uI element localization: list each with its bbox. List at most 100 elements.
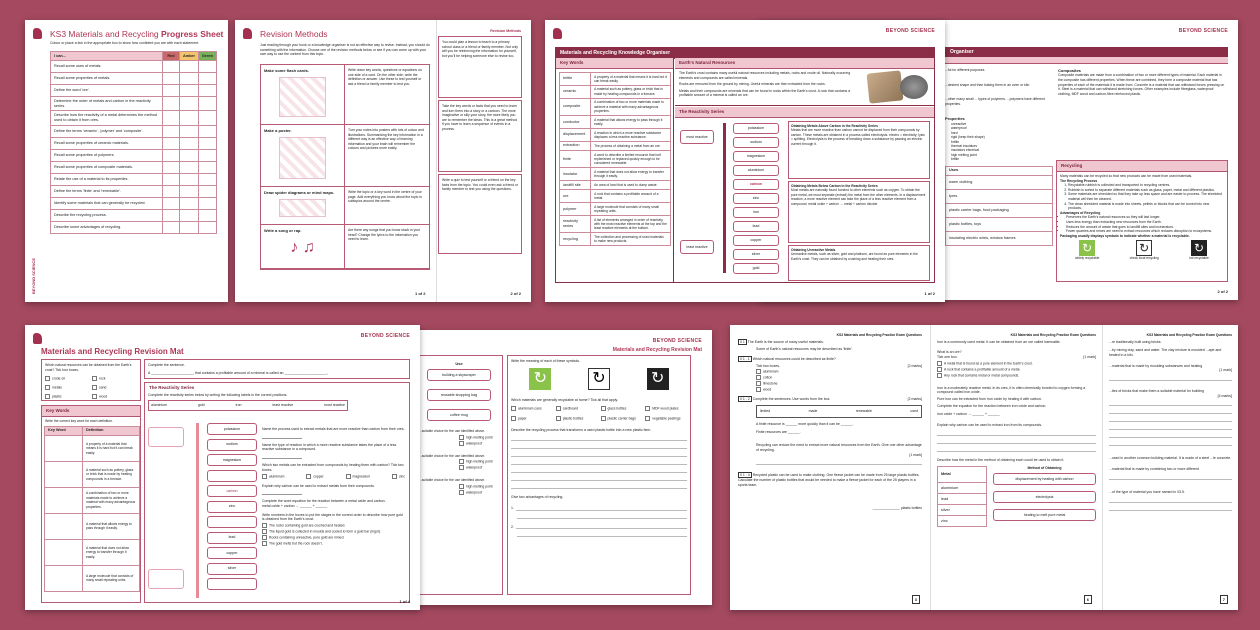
rating-cell[interactable] xyxy=(198,160,217,174)
rating-cell[interactable] xyxy=(161,148,180,162)
table-row: finite A word to describe a limited resou… xyxy=(558,149,671,169)
rating-cell[interactable] xyxy=(161,110,180,126)
checkbox[interactable] xyxy=(645,406,651,412)
rating-cell[interactable] xyxy=(161,172,180,186)
rating-cell[interactable] xyxy=(198,96,217,112)
advantages-title: Advantages of Recycling xyxy=(1060,210,1101,215)
rating-cell[interactable] xyxy=(178,160,200,174)
rating-cell[interactable] xyxy=(161,136,180,150)
checkbox[interactable] xyxy=(600,416,606,422)
checkbox[interactable] xyxy=(459,440,464,446)
checkbox[interactable] xyxy=(600,406,606,412)
checkbox[interactable] xyxy=(459,483,464,489)
rating-cell[interactable] xyxy=(178,110,200,126)
rating-cell[interactable] xyxy=(198,184,217,198)
rating-cell[interactable] xyxy=(178,96,200,112)
rating-cell[interactable] xyxy=(178,196,200,210)
key-word-answer[interactable] xyxy=(44,538,83,566)
checkbox[interactable] xyxy=(391,473,397,479)
rating-cell[interactable] xyxy=(198,208,217,222)
rating-cell[interactable] xyxy=(161,72,180,86)
key-word-answer[interactable] xyxy=(44,512,83,540)
rating-cell[interactable] xyxy=(161,124,180,138)
checkbox[interactable] xyxy=(262,541,267,547)
checkbox[interactable] xyxy=(262,523,267,529)
checkbox[interactable] xyxy=(756,381,761,387)
rating-cell[interactable] xyxy=(178,124,200,138)
sentence-instruction: Complete the sentence. xyxy=(148,363,185,367)
checkbox[interactable] xyxy=(756,375,761,381)
checkbox[interactable] xyxy=(306,473,312,479)
checkbox[interactable] xyxy=(459,459,464,465)
option-label: waterproof xyxy=(466,465,483,470)
checkbox[interactable] xyxy=(262,473,267,479)
page-number: 1 of 2 xyxy=(415,290,426,296)
table-row: plastic carrier bags, food packaging xyxy=(945,202,1053,218)
key-word-answer[interactable] xyxy=(44,434,83,462)
rating-cell[interactable] xyxy=(161,96,180,112)
rating-cell[interactable] xyxy=(198,136,217,150)
rating-cell[interactable] xyxy=(161,196,180,210)
question-text: Name the type of reaction in which a mor… xyxy=(262,442,397,452)
checkbox[interactable] xyxy=(262,535,267,541)
rating-cell[interactable] xyxy=(178,72,200,86)
checkbox[interactable] xyxy=(756,387,761,393)
key-word-answer[interactable] xyxy=(44,564,83,592)
checkbox[interactable] xyxy=(937,366,942,372)
table-row: A material that allows energy to pass th… xyxy=(44,512,140,540)
metal-box[interactable] xyxy=(207,469,257,482)
rating-cell[interactable] xyxy=(161,220,180,234)
answer-box-top[interactable] xyxy=(148,427,184,447)
rating-cell[interactable] xyxy=(198,110,217,126)
checkbox[interactable] xyxy=(756,369,761,375)
key-word-answer[interactable] xyxy=(44,486,83,514)
rating-cell[interactable] xyxy=(178,136,200,150)
rating-cell[interactable] xyxy=(198,172,217,186)
rating-cell[interactable] xyxy=(178,148,200,162)
rating-cell[interactable] xyxy=(198,196,217,210)
checkbox[interactable] xyxy=(345,473,351,479)
rating-cell[interactable] xyxy=(161,208,180,222)
rating-cell[interactable] xyxy=(198,72,217,86)
rating-cell[interactable] xyxy=(198,124,217,138)
properties-title: Properties xyxy=(945,116,965,122)
rating-cell[interactable] xyxy=(161,60,180,74)
checkbox[interactable] xyxy=(645,416,651,422)
checkbox[interactable] xyxy=(92,394,97,400)
checkbox[interactable] xyxy=(45,376,50,382)
checkbox[interactable] xyxy=(937,360,942,366)
checkbox[interactable] xyxy=(937,372,942,378)
rating-cell[interactable] xyxy=(161,184,180,198)
checkbox[interactable] xyxy=(511,416,516,422)
checkbox[interactable] xyxy=(92,376,97,382)
rating-cell[interactable] xyxy=(178,60,200,74)
rating-cell[interactable] xyxy=(178,220,200,234)
answer-box-bottom[interactable] xyxy=(148,569,184,589)
rating-cell[interactable] xyxy=(178,208,200,222)
checkbox[interactable] xyxy=(92,385,97,391)
rating-cell[interactable] xyxy=(198,220,217,234)
rating-cell[interactable] xyxy=(198,148,217,162)
table-row: insulator A material that does not allow … xyxy=(558,167,671,182)
checkbox[interactable] xyxy=(511,406,516,412)
checkbox[interactable] xyxy=(262,529,267,535)
brand-logo: BEYOND SCIENCE xyxy=(885,28,935,34)
rating-cell[interactable] xyxy=(178,172,200,186)
checkbox[interactable] xyxy=(459,489,464,495)
rating-cell[interactable] xyxy=(198,84,217,98)
metal-box[interactable] xyxy=(207,516,257,528)
key-word-answer[interactable] xyxy=(44,460,83,488)
rating-cell[interactable] xyxy=(161,160,180,174)
metal-box[interactable] xyxy=(207,578,257,590)
rating-cell[interactable] xyxy=(161,84,180,98)
checkbox[interactable] xyxy=(555,416,561,422)
checkbox[interactable] xyxy=(45,385,50,391)
rating-cell[interactable] xyxy=(178,84,200,98)
rating-cell[interactable] xyxy=(178,184,200,198)
checkbox[interactable] xyxy=(459,434,464,440)
checkbox[interactable] xyxy=(459,465,464,471)
checkbox[interactable] xyxy=(45,394,50,400)
checkbox[interactable] xyxy=(555,406,561,412)
rating-cell[interactable] xyxy=(198,60,217,74)
table-row: A combination of two or more materials m… xyxy=(44,486,140,514)
